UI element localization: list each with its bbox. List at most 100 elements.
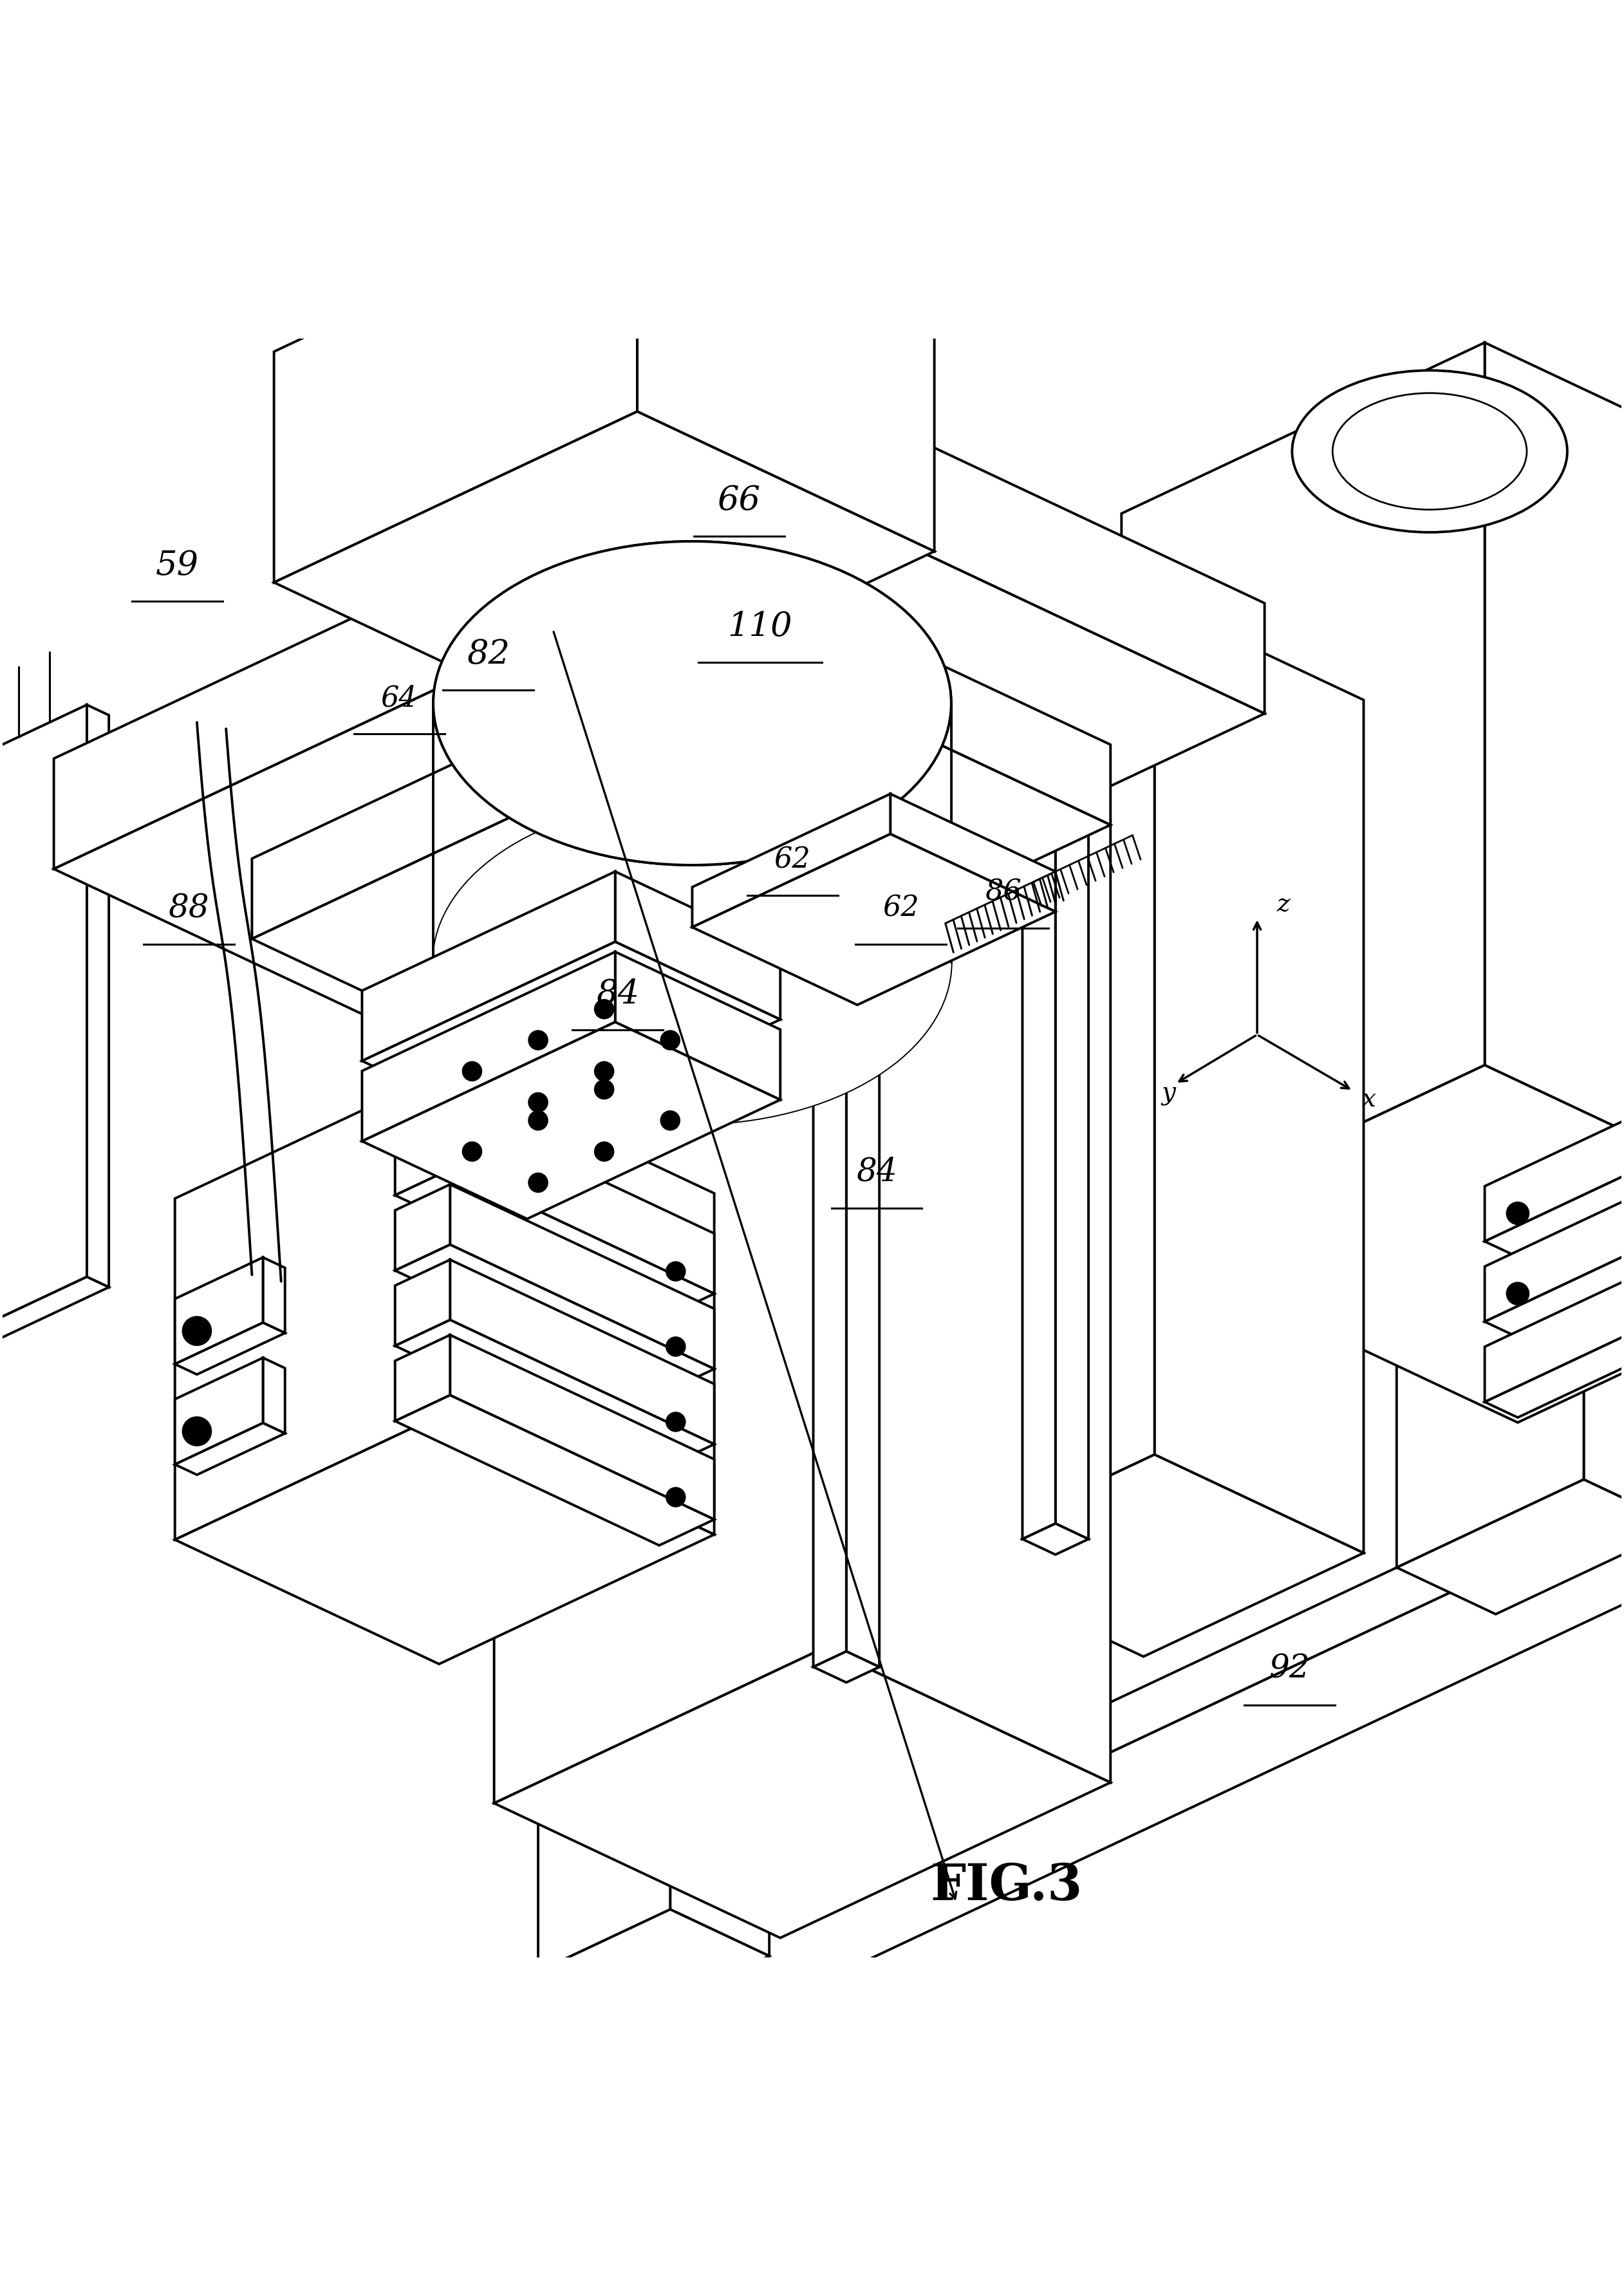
Polygon shape [1484, 1176, 1624, 1336]
Polygon shape [0, 705, 86, 1469]
Text: 66: 66 [718, 484, 760, 517]
Polygon shape [263, 1357, 284, 1433]
Polygon shape [814, 1651, 879, 1683]
Text: 84: 84 [856, 1157, 898, 1189]
Circle shape [661, 1111, 680, 1130]
Polygon shape [538, 1529, 1624, 2069]
Polygon shape [252, 599, 802, 939]
Text: x: x [1363, 1088, 1376, 1111]
Polygon shape [362, 872, 615, 1061]
Polygon shape [175, 1070, 450, 1541]
Circle shape [666, 1412, 685, 1433]
Circle shape [528, 1031, 547, 1049]
Circle shape [528, 1111, 547, 1130]
Circle shape [594, 1079, 614, 1100]
Polygon shape [825, 395, 1265, 714]
Polygon shape [1583, 1479, 1624, 1577]
Polygon shape [450, 1261, 715, 1444]
Text: 64: 64 [382, 684, 417, 712]
Polygon shape [175, 1410, 715, 1665]
Polygon shape [86, 705, 109, 1288]
Circle shape [528, 1173, 547, 1192]
Circle shape [666, 1488, 685, 1506]
Ellipse shape [1333, 393, 1527, 510]
Polygon shape [1484, 1040, 1624, 1242]
Polygon shape [494, 684, 825, 1802]
Ellipse shape [1293, 370, 1567, 533]
Circle shape [182, 1316, 211, 1345]
Polygon shape [450, 1109, 715, 1293]
Polygon shape [692, 794, 890, 928]
Text: 62: 62 [775, 845, 810, 875]
Polygon shape [395, 1109, 450, 1196]
Circle shape [594, 999, 614, 1019]
Polygon shape [814, 859, 846, 1667]
Polygon shape [934, 1456, 1364, 1658]
Polygon shape [175, 1258, 263, 1364]
Circle shape [463, 1141, 482, 1162]
Polygon shape [395, 1396, 715, 1545]
Circle shape [528, 1093, 547, 1111]
Polygon shape [362, 1022, 780, 1219]
Polygon shape [637, 181, 934, 551]
Polygon shape [1397, 1249, 1583, 1568]
Polygon shape [1583, 1249, 1624, 1527]
Polygon shape [934, 602, 1155, 1559]
Polygon shape [395, 1334, 450, 1421]
Circle shape [463, 1061, 482, 1081]
Polygon shape [671, 1026, 770, 1956]
Polygon shape [1155, 602, 1364, 1552]
Text: y: y [1161, 1081, 1176, 1104]
Text: 82: 82 [466, 638, 510, 670]
Polygon shape [362, 941, 780, 1139]
Circle shape [594, 1141, 614, 1162]
Polygon shape [274, 181, 637, 583]
Polygon shape [692, 833, 1056, 1006]
Polygon shape [1023, 781, 1056, 1538]
Text: 62: 62 [883, 895, 919, 923]
Polygon shape [450, 1070, 715, 1534]
Polygon shape [1484, 1201, 1624, 1403]
Text: FIG.3: FIG.3 [931, 1862, 1082, 1910]
Polygon shape [54, 507, 1265, 1077]
Circle shape [666, 1336, 685, 1357]
Polygon shape [274, 411, 934, 723]
Polygon shape [362, 953, 615, 1141]
Polygon shape [175, 1357, 263, 1465]
Polygon shape [395, 1169, 715, 1320]
Polygon shape [802, 599, 1111, 824]
Polygon shape [494, 1649, 1111, 1938]
Polygon shape [615, 872, 780, 1019]
Polygon shape [1484, 1256, 1624, 1417]
Polygon shape [1484, 1097, 1624, 1256]
Circle shape [666, 1261, 685, 1281]
Circle shape [1507, 1203, 1530, 1224]
Polygon shape [252, 680, 1111, 1084]
Polygon shape [846, 859, 879, 1667]
Circle shape [1507, 1281, 1530, 1304]
Polygon shape [175, 1322, 284, 1375]
Polygon shape [1122, 1065, 1624, 1424]
Polygon shape [538, 1910, 770, 2018]
Polygon shape [615, 953, 780, 1100]
Polygon shape [1056, 781, 1088, 1538]
Circle shape [661, 1031, 680, 1049]
Polygon shape [395, 1185, 450, 1270]
Ellipse shape [434, 801, 952, 1125]
Polygon shape [1397, 1479, 1624, 1614]
Polygon shape [450, 1334, 715, 1520]
Polygon shape [1122, 342, 1484, 1235]
Polygon shape [890, 794, 1056, 912]
Polygon shape [395, 1320, 715, 1469]
Text: 110: 110 [728, 611, 793, 643]
Polygon shape [54, 395, 825, 868]
Text: z: z [1276, 893, 1289, 916]
Polygon shape [1484, 1120, 1624, 1322]
Polygon shape [1023, 1525, 1088, 1554]
Circle shape [182, 1417, 211, 1446]
Circle shape [594, 1061, 614, 1081]
Polygon shape [450, 1185, 715, 1368]
Polygon shape [175, 1424, 284, 1474]
Polygon shape [0, 1277, 109, 1479]
Text: 84: 84 [596, 978, 640, 1010]
